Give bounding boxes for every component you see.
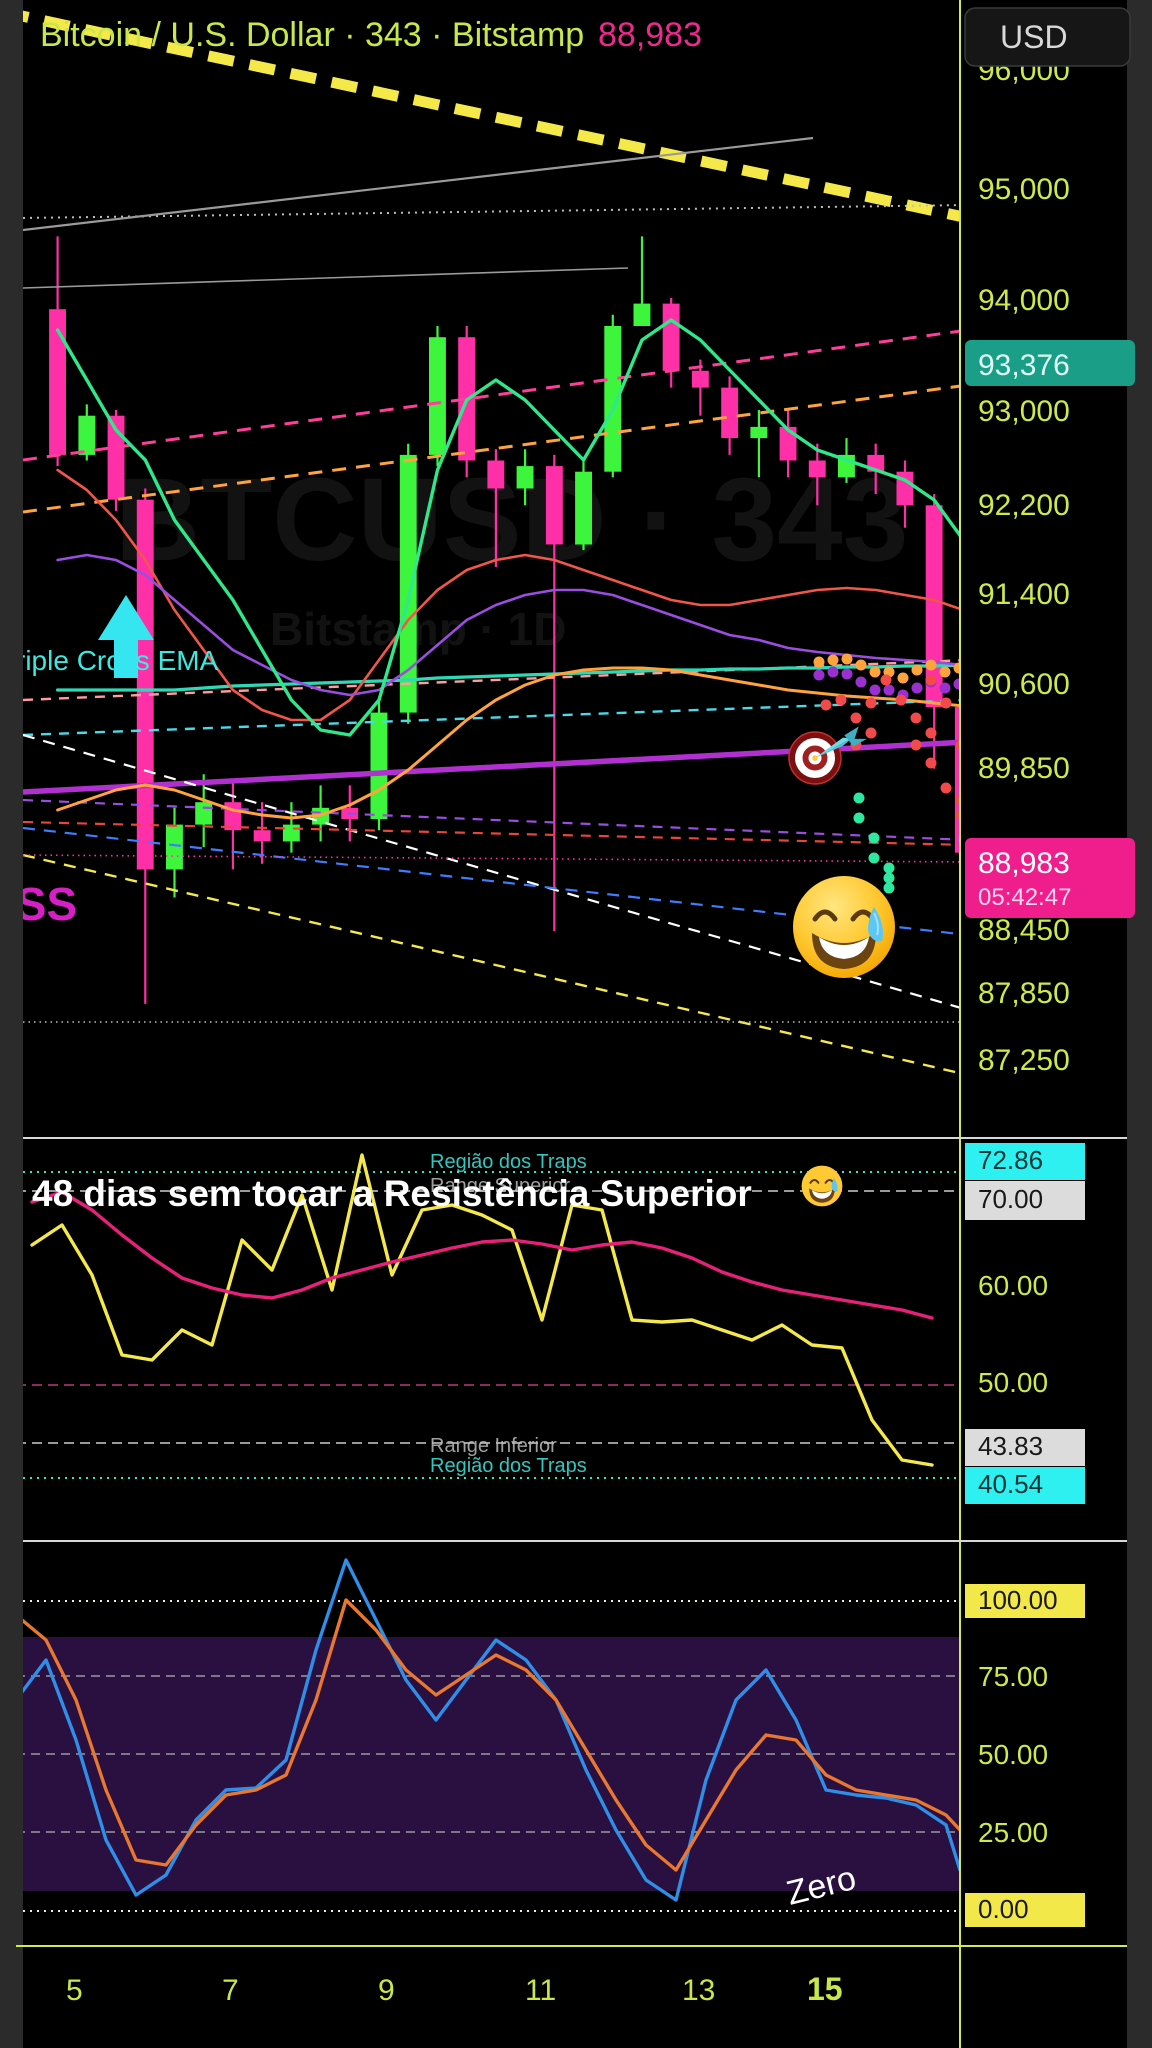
svg-text:5: 5 (66, 1974, 83, 2007)
svg-text:9: 9 (378, 1974, 395, 2007)
svg-text:15: 15 (807, 1971, 843, 2007)
svg-text:OSS: OSS (0, 878, 77, 930)
svg-text:7: 7 (222, 1974, 239, 2007)
svg-text:13: 13 (682, 1974, 715, 2007)
svg-text:Bitcoin / U.S. Dollar · 343 ·: Bitcoin / U.S. Dollar · 343 · Bitstamp (40, 16, 584, 54)
svg-text:88,983: 88,983 (598, 16, 702, 54)
svg-text:11: 11 (525, 1974, 556, 2007)
